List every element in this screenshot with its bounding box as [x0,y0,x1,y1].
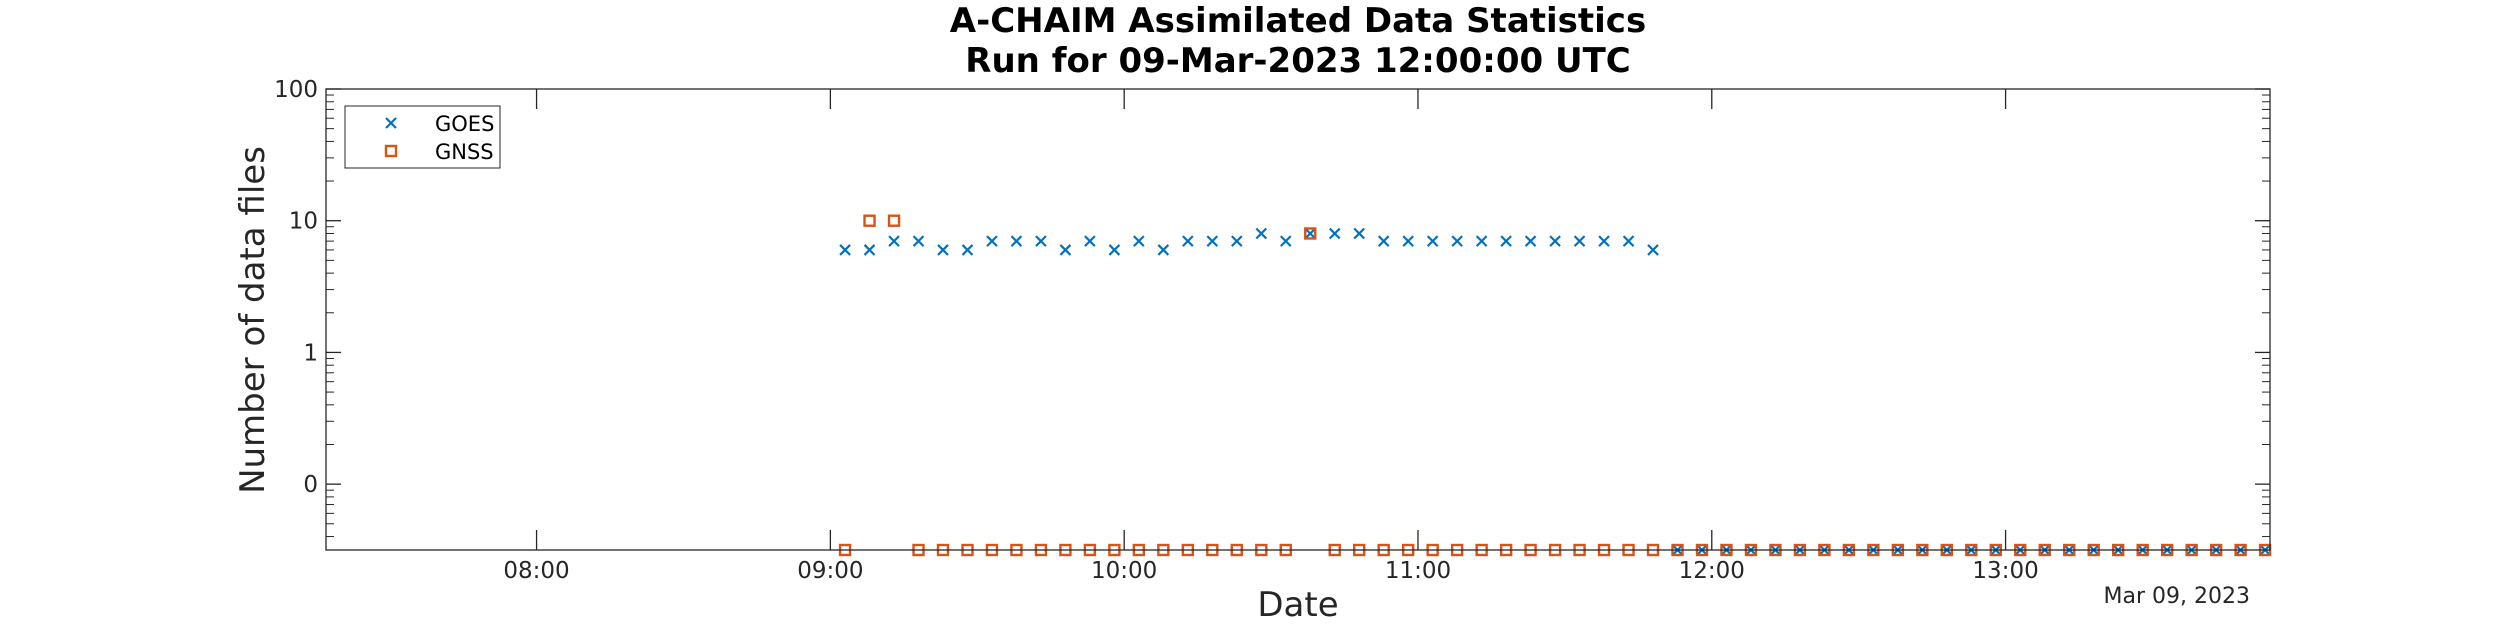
goes-point [1353,227,1365,240]
y-tick-label: 10 [289,209,318,235]
goes-point [1231,235,1243,247]
legend-gnss-marker [384,144,398,158]
goes-point [839,244,851,256]
goes-point [1206,235,1219,247]
goes-point [937,244,949,256]
gnss-point [887,214,901,227]
goes-point [1549,235,1561,247]
legend-gnss-label: GNSS [435,140,494,164]
goes-point [912,235,925,247]
date-annotation: Mar 09, 2023 [2104,584,2250,609]
legend: GOES GNSS [344,105,501,169]
goes-point [1182,235,1194,247]
goes-point [986,235,998,247]
gnss-point [1304,227,1317,240]
goes-point [1059,244,1072,256]
x-tick-label: 10:00 [1091,558,1157,584]
goes-point [1573,235,1586,247]
goes-point [1035,235,1047,247]
goes-point [1426,235,1439,247]
goes-point [1010,235,1023,247]
goes-point [1108,244,1121,256]
y-minor-ticks [326,94,2270,538]
goes-point [1598,235,1610,247]
goes-point [888,235,900,247]
x-tick-label: 09:00 [797,558,863,584]
goes-point [1524,235,1537,247]
y-axis-label: Number of data files [233,146,273,494]
x-tick-label: 11:00 [1385,558,1451,584]
y-tick-label: 0 [303,472,318,498]
goes-point [1279,235,1292,247]
goes-point [1377,235,1390,247]
goes-point [1255,227,1268,240]
goes-point [1157,244,1170,256]
goes-point [1402,235,1414,247]
chart-title-line-2: Run for 09-Mar-2023 12:00:00 UTC [965,41,1630,81]
goes-point [1084,235,1096,247]
goes-point [1500,235,1512,247]
goes-point [1475,235,1488,247]
goes-point [1622,235,1635,247]
goes-point [1133,235,1145,247]
goes-point [1647,244,1659,256]
legend-box [344,105,501,169]
gnss-point [863,214,876,227]
goes-point [863,244,876,256]
chart-title-line-1: A-CHAIM Assimilated Data Statistics [950,1,1646,41]
goes-point [1304,227,1317,240]
y-axis-ticks: 0 1 10 100 [274,77,2270,498]
goes-point [961,244,974,256]
x-tick-label: 13:00 [1972,558,2038,584]
y-tick-label: 100 [274,77,318,103]
x-tick-label: 12:00 [1679,558,1745,584]
x-axis-ticks: 08:00 09:00 10:00 11:00 12:00 13:00 [503,89,2039,584]
plot-area-frame [325,88,2271,551]
goes-point [1328,227,1341,240]
legend-goes-label: GOES [435,112,494,136]
x-tick-label: 08:00 [503,558,569,584]
y-tick-label: 1 [303,340,318,366]
x-axis-label: Date [1257,585,1338,625]
goes-point [1451,235,1463,247]
legend-goes-marker [385,117,397,129]
